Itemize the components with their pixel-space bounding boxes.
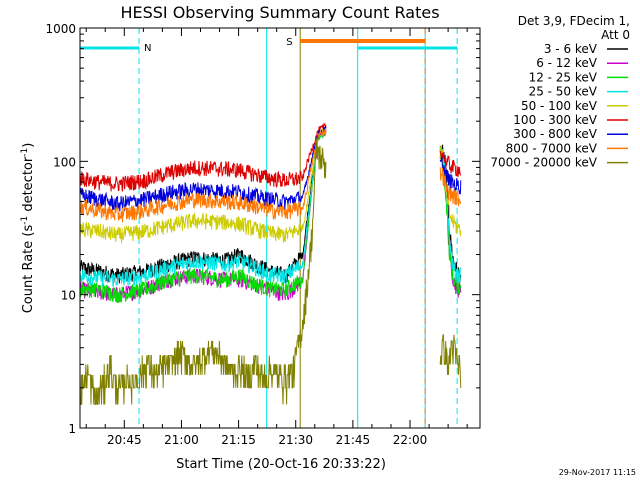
- y-tick-label-1: 10: [61, 289, 76, 303]
- series-line-8-seg-1: [439, 334, 462, 388]
- timestamp: 29-Nov-2017 11:15: [559, 468, 636, 477]
- x-tick-label-5: 22:00: [393, 433, 428, 447]
- legend-label-4: 50 - 100 keV: [521, 99, 598, 113]
- series-line-6-seg-0: [79, 125, 327, 212]
- series-line-2-seg-0: [79, 130, 327, 304]
- series-line-7-seg-1: [439, 167, 462, 207]
- y-axis-label-end: ): [21, 143, 36, 148]
- y-axis-label: Count Rate (s-1 detector-1): [20, 143, 36, 314]
- y-tick-label-2: 100: [53, 155, 76, 169]
- y-axis-label-base: Count Rate (s: [21, 225, 36, 314]
- plot-frame: [79, 27, 481, 429]
- x-tick-label-1: 21:00: [164, 433, 199, 447]
- y-axis-label-mid: detector: [21, 156, 36, 216]
- chart-title: HESSI Observing Summary Count Rates: [120, 3, 439, 22]
- x-tick-label-4: 21:45: [336, 433, 371, 447]
- series-line-7-seg-0: [79, 129, 327, 223]
- legend-header-line-1: Det 3,9, FDecim 1,: [518, 14, 630, 28]
- series-line-3-seg-0: [79, 128, 327, 287]
- legend-label-1: 6 - 12 keV: [536, 56, 598, 70]
- y-tick-label-3: 1000: [45, 22, 76, 36]
- legend-label-2: 12 - 25 keV: [529, 70, 598, 84]
- legend-header-line-2: Att 0: [601, 28, 630, 42]
- night-bar-label-0: N: [144, 43, 151, 54]
- y-axis-label-sup2: -1: [20, 148, 30, 157]
- series-lines: [79, 122, 462, 405]
- y-axis-label-sup1: -1: [20, 216, 30, 225]
- x-tick-label-2: 21:15: [221, 433, 256, 447]
- axis-ticks: 20:45 21:00 21:15 21:30 21:45 22:00 1 10 100 1000: [45, 22, 480, 447]
- legend-label-0: 3 - 6 keV: [544, 42, 598, 56]
- series-line-8-seg-0: [80, 138, 327, 405]
- legend-label-6: 300 - 800 keV: [513, 127, 597, 141]
- legend-label-3: 25 - 50 keV: [529, 85, 598, 99]
- y-tick-label-0: 1: [68, 422, 76, 436]
- legend-label-8: 7000 - 20000 keV: [490, 156, 597, 170]
- legend-label-7: 800 - 7000 keV: [506, 141, 598, 155]
- series-line-6-seg-1: [439, 156, 462, 195]
- x-axis-label: Start Time (20-Oct-16 20:33:22): [176, 457, 386, 472]
- series-line-4-seg-0: [79, 126, 327, 244]
- series-line-5-seg-0: [79, 122, 327, 192]
- series-line-5-seg-1: [439, 150, 462, 178]
- saa-bar-label: S: [286, 37, 292, 48]
- x-tick-label-0: 20:45: [107, 433, 142, 447]
- legend-label-5: 100 - 300 keV: [513, 113, 597, 127]
- x-tick-label-3: 21:30: [278, 433, 313, 447]
